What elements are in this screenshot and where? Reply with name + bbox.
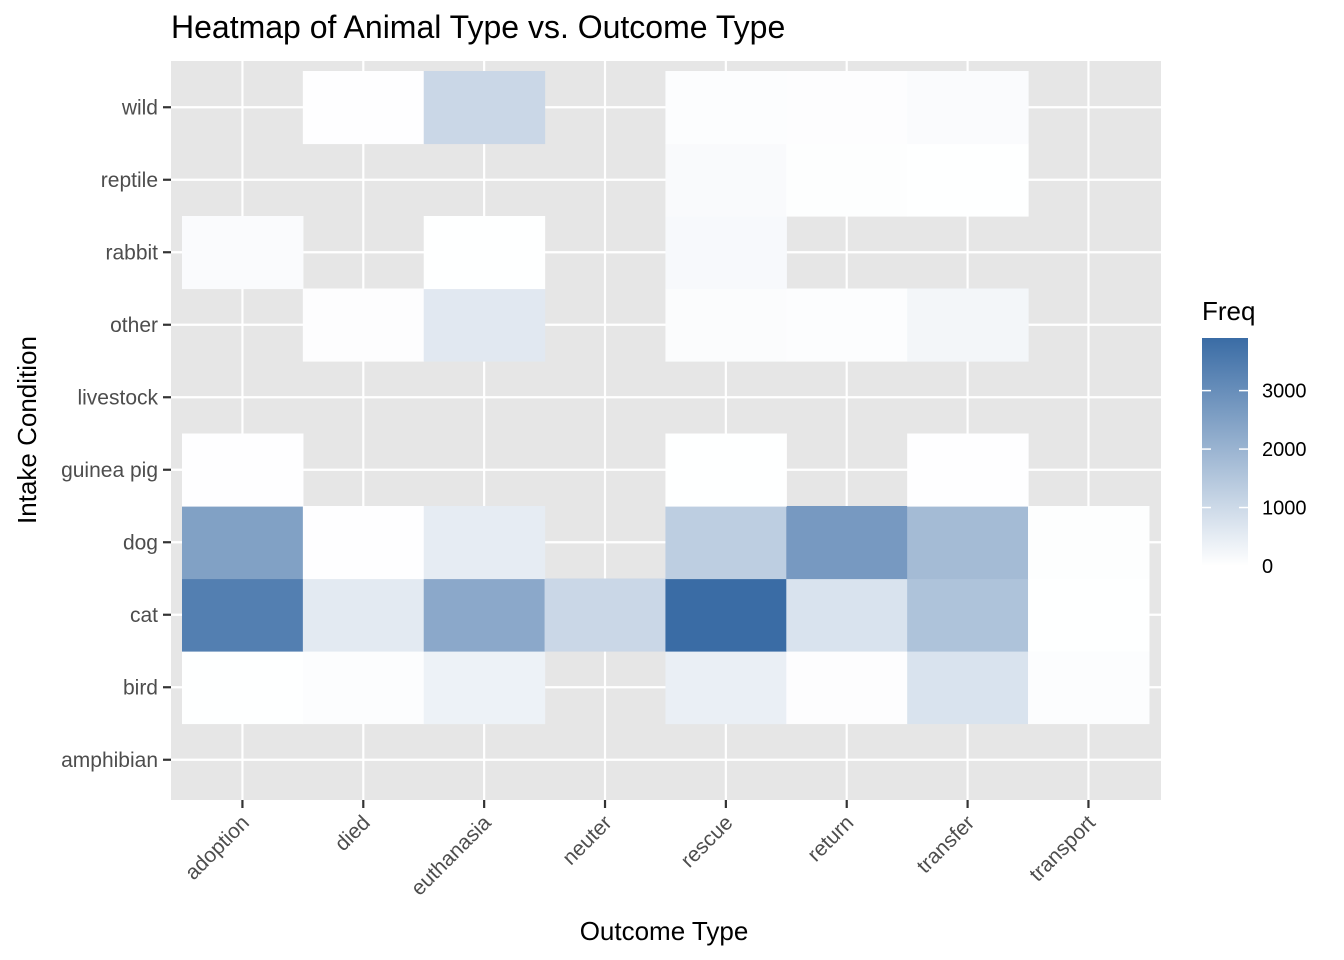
heatmap-cell-guinea-pig-rescue <box>665 433 787 507</box>
heatmap-cell-bird-transport <box>1028 651 1150 725</box>
heatmap-cell-wild-return <box>786 71 908 145</box>
plot-panel <box>171 61 1161 800</box>
chart-title: Heatmap of Animal Type vs. Outcome Type <box>171 9 785 45</box>
heatmap-cell-other-euthanasia <box>423 288 546 362</box>
heatmap-cell-bird-died <box>302 651 425 725</box>
heatmap-cell-cat-transport <box>1028 578 1150 652</box>
y-tick-label: bird <box>123 676 158 699</box>
y-tick-label: guinea pig <box>61 459 158 482</box>
y-axis: amphibian bird cat dog guinea pig livestock ot… <box>61 96 171 772</box>
heatmap-cell-other-rescue <box>665 288 787 362</box>
heatmap-cell-cat-adoption <box>182 578 304 652</box>
heatmap-cell-wild-rescue <box>665 71 787 145</box>
heatmap-cell-bird-return <box>786 651 908 725</box>
heatmap-cell-dog-died <box>302 506 425 580</box>
legend-tick-label: 1000 <box>1262 498 1307 520</box>
heatmap-cell-dog-return <box>786 506 908 580</box>
heatmap-cell-rabbit-rescue <box>665 216 787 290</box>
heatmap-cell-rabbit-euthanasia <box>423 216 546 290</box>
heatmap-cell-dog-transfer <box>907 506 1029 580</box>
heatmap-cell-reptile-return <box>786 143 908 217</box>
heatmap-cell-wild-died <box>302 71 425 145</box>
heatmap-cell-other-return <box>786 288 908 362</box>
heatmap-cell-other-died <box>302 288 425 362</box>
legend-tick-label: 3000 <box>1262 381 1307 403</box>
heatmap-cell-dog-rescue <box>665 506 787 580</box>
heatmap-cell-wild-euthanasia <box>423 71 546 145</box>
heatmap-cell-cat-return <box>786 578 908 652</box>
legend: Freq 0 1000 2000 3000 <box>1202 296 1307 578</box>
legend-tick-label: 2000 <box>1262 439 1307 461</box>
heatmap-cell-dog-euthanasia <box>423 506 546 580</box>
heatmap-cell-bird-transfer <box>907 651 1029 725</box>
heatmap-cell-dog-transport <box>1028 506 1150 580</box>
x-axis-title: Outcome Type <box>580 916 749 946</box>
heatmap-cell-cat-died <box>302 578 425 652</box>
heatmap-cell-bird-adoption <box>182 651 304 725</box>
heatmap-cell-cat-rescue <box>665 578 787 652</box>
y-axis-title: Intake Condition <box>12 336 42 524</box>
y-tick-label: cat <box>130 604 158 627</box>
y-tick-label: livestock <box>77 386 158 409</box>
legend-colorbar <box>1202 338 1248 566</box>
heatmap-cell-cat-neuter <box>544 578 667 652</box>
heatmap-cell-wild-transfer <box>907 71 1029 145</box>
legend-title: Freq <box>1202 296 1255 326</box>
y-tick-label: dog <box>123 531 158 554</box>
heatmap-cell-cat-euthanasia <box>423 578 546 652</box>
y-tick-label: other <box>110 314 158 337</box>
heatmap-cell-bird-rescue <box>665 651 787 725</box>
heatmap-cell-reptile-rescue <box>665 143 787 217</box>
heatmap-cell-reptile-transfer <box>907 143 1029 217</box>
y-tick-label: reptile <box>101 169 158 192</box>
heatmap-cell-bird-euthanasia <box>423 651 546 725</box>
heatmap-cell-guinea-pig-transfer <box>907 433 1029 507</box>
legend-tick-label: 0 <box>1262 556 1273 578</box>
y-tick-label: amphibian <box>61 749 158 772</box>
y-tick-label: wild <box>121 96 158 119</box>
heatmap-cell-other-transfer <box>907 288 1029 362</box>
heatmap-cell-rabbit-adoption <box>182 216 304 290</box>
heatmap-cell-cat-transfer <box>907 578 1029 652</box>
heatmap-cell-dog-adoption <box>182 506 304 580</box>
heatmap-cell-guinea-pig-adoption <box>182 433 304 507</box>
y-tick-label: rabbit <box>105 241 158 264</box>
